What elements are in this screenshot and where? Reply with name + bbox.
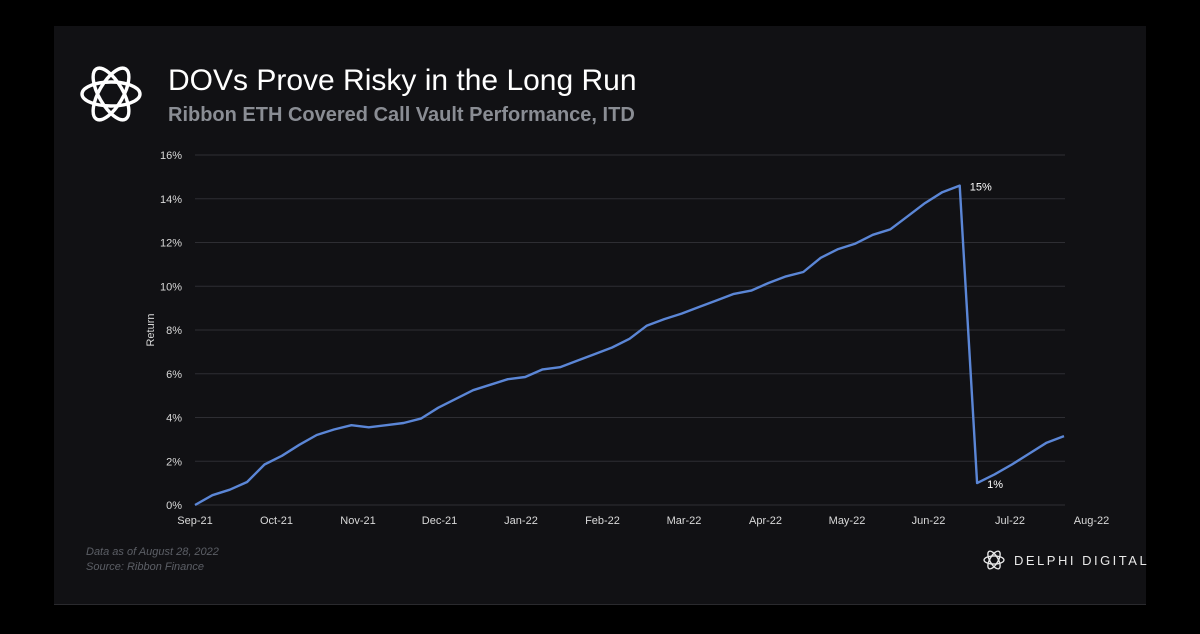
x-tick-label: Jul-22 <box>995 515 1025 527</box>
y-tick-label: 6% <box>166 369 182 381</box>
y-tick-label: 10% <box>160 281 182 293</box>
chart-title: DOVs Prove Risky in the Long Run <box>168 64 637 97</box>
x-tick-label: Nov-21 <box>340 515 375 527</box>
y-tick-label: 8% <box>166 325 182 337</box>
line-chart: 0% 2% 4% 6% 8% 10% 12% 14% 16% Sep-21 Oct-21 Nov-2… <box>145 150 1109 527</box>
y-tick-label: 2% <box>166 456 182 468</box>
x-tick-label: Jan-22 <box>504 515 538 527</box>
y-axis-label: Return <box>145 313 157 346</box>
source-note: Source: Ribbon Finance <box>86 561 205 573</box>
y-tick-label: 16% <box>160 150 182 162</box>
chart-card: DOVs Prove Risky in the Long Run Ribbon … <box>54 26 1149 605</box>
x-tick-label: Feb-22 <box>585 515 620 527</box>
y-tick-label: 12% <box>160 238 182 250</box>
y-tick-label: 4% <box>166 413 182 425</box>
data-label: 15% <box>970 182 992 194</box>
y-tick-label: 14% <box>160 194 182 206</box>
data-date-note: Data as of August 28, 2022 <box>86 546 219 558</box>
chart-subtitle: Ribbon ETH Covered Call Vault Performanc… <box>168 104 635 126</box>
brand-name: DELPHI DIGITAL <box>1014 552 1150 568</box>
brand-logo: DELPHI DIGITAL <box>982 545 1149 575</box>
x-tick-label: Jun-22 <box>912 515 946 527</box>
flower-knot-icon <box>983 550 1005 570</box>
y-tick-label: 0% <box>166 500 182 512</box>
x-tick-label: Mar-22 <box>667 515 702 527</box>
x-tick-label: Oct-21 <box>260 515 293 527</box>
footnote: Data as of August 28, 2022 Source: Ribbo… <box>86 545 219 575</box>
x-tick-label: May-22 <box>829 515 866 527</box>
x-tick-label: Aug-22 <box>1074 515 1109 527</box>
flower-knot-icon <box>80 66 142 122</box>
x-tick-label: Apr-22 <box>749 515 782 527</box>
series-line <box>194 184 1065 507</box>
data-label: 1% <box>987 479 1003 491</box>
x-tick-label: Dec-21 <box>422 515 457 527</box>
x-tick-label: Sep-21 <box>177 515 212 527</box>
